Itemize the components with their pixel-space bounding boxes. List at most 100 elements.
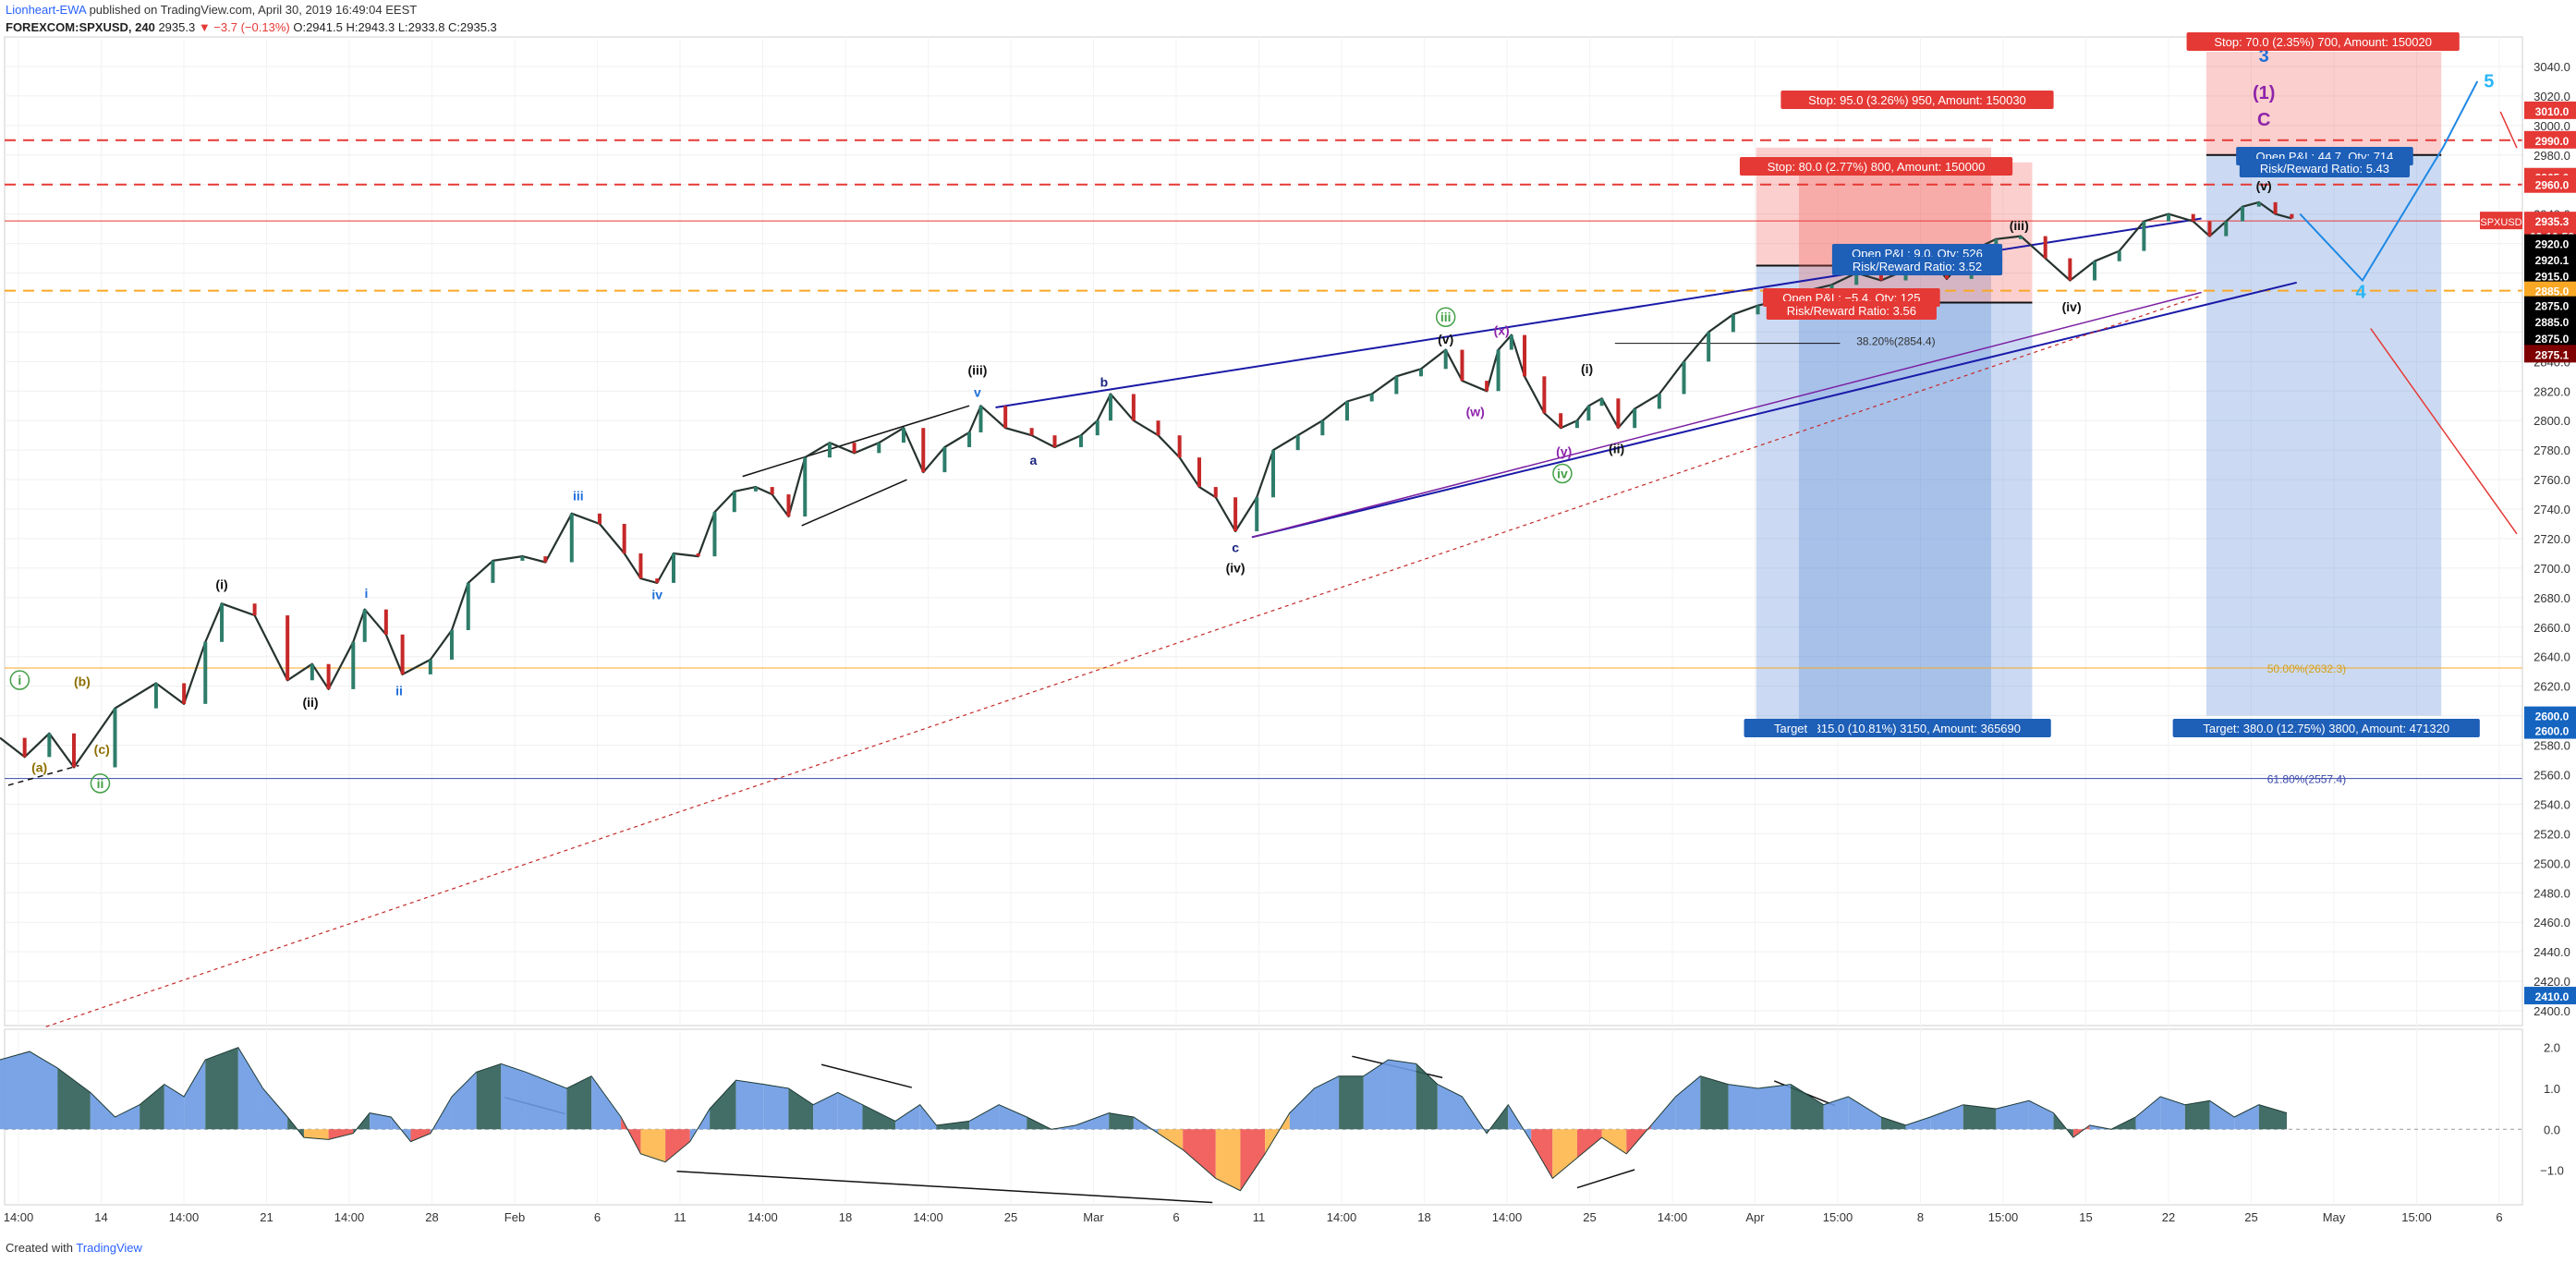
oscillator-area-57 — [1416, 1063, 1438, 1130]
y-tick-label-19: 2780.0 — [2533, 443, 2570, 457]
target-label-0: Target: 315.0 (10.81%) 3150, Amount: 365… — [1774, 722, 2021, 735]
x-tick-label-14: 6 — [1173, 1210, 1179, 1224]
price-axis-tag-bg-12 — [2524, 328, 2576, 346]
price-axis-tag-7: 2920.1 — [2535, 254, 2570, 267]
target-zone-2 — [2205, 154, 2442, 716]
oscillator-area-23 — [525, 1072, 567, 1130]
forecast-path — [2299, 80, 2479, 283]
candle-15 — [383, 609, 388, 635]
oscillator-area-80 — [2028, 1100, 2054, 1130]
candle-103 — [2256, 201, 2261, 207]
oscillator-area-63 — [1552, 1129, 1577, 1179]
x-tick-label-28: May — [2323, 1210, 2346, 1224]
wave-label-circle-0 — [9, 670, 30, 690]
oscillator-area-85 — [2135, 1096, 2161, 1130]
trend-line-5 — [801, 479, 907, 527]
published-text: published on TradingView.com, April 30, … — [89, 3, 418, 17]
x-tick-label-3: 21 — [260, 1210, 273, 1224]
wave-label-16: (iv) — [1226, 561, 1245, 576]
wave-label-7: i — [365, 586, 369, 601]
trend-line-3 — [45, 295, 2202, 1027]
symbol-tag: SPXUSD — [2480, 217, 2521, 228]
price-axis-tag-12: 2875.0 — [2535, 333, 2570, 346]
price-axis-tag-bg-9 — [2524, 281, 2576, 299]
author-link[interactable]: Lionheart-EWA — [6, 3, 86, 17]
candle-53 — [1197, 457, 1201, 488]
x-tick-label-22: 15:00 — [1823, 1210, 1853, 1224]
wave-label-22: iv — [1557, 467, 1568, 481]
oscillator-area-69 — [1700, 1075, 1729, 1130]
oscillator-area-88 — [2209, 1100, 2235, 1130]
candle-31 — [732, 491, 736, 513]
candle-16 — [400, 634, 405, 674]
candle-19 — [466, 582, 470, 630]
y-tick-label-31: 3020.0 — [2533, 90, 2570, 103]
wave-label-31: 4 — [2356, 283, 2367, 303]
candle-5 — [153, 683, 158, 709]
y-tick-label-17: 2740.0 — [2533, 503, 2570, 516]
wave-label-18: (v) — [1438, 332, 1453, 346]
oscillator-area-65 — [1601, 1129, 1627, 1154]
trend-line-15 — [2370, 328, 2518, 535]
candle-69 — [1523, 334, 1527, 377]
wave-label-1: (a) — [31, 759, 47, 774]
candle-102 — [2241, 206, 2245, 222]
wave-label-circle-4 — [90, 773, 111, 794]
wave-label-19: (x) — [1494, 323, 1510, 338]
price-axis-tag-8: 2915.0 — [2535, 271, 2570, 284]
wave-label-8: ii — [395, 683, 403, 698]
main-pane[interactable] — [4, 36, 2523, 1026]
oscillator-area-2 — [30, 1051, 58, 1130]
candle-3 — [72, 733, 77, 768]
price-axis-tag-bg-15 — [2524, 721, 2576, 739]
wave-label-27: (v) — [2256, 178, 2272, 193]
candle-21 — [520, 556, 525, 561]
candle-34 — [786, 494, 791, 517]
candle-50 — [1131, 394, 1136, 421]
wave-label-14: a — [1030, 453, 1038, 468]
y-tick-label-16: 2720.0 — [2533, 532, 2570, 546]
candle-72 — [1574, 420, 1579, 429]
target-label-2-bg — [2172, 719, 2480, 737]
oscillator-area-77 — [1930, 1104, 1963, 1130]
oscillator-area-55 — [1363, 1060, 1389, 1130]
candle-93 — [2043, 236, 2047, 259]
stop-label-0: Stop: 80.0 (2.77%) 800, Amount: 150000 — [1768, 160, 1986, 174]
x-tick-label-6: Feb — [504, 1210, 525, 1224]
oscillator-area-24 — [566, 1075, 592, 1130]
candle-47 — [1078, 435, 1083, 447]
tradingview-logo-link[interactable]: TradingView — [76, 1241, 142, 1255]
wave-label-4: ii — [97, 776, 104, 791]
y-tick-label-12: 2640.0 — [2533, 650, 2570, 664]
price-axis-tag-bg-10 — [2524, 296, 2576, 314]
oscillator-area-20 — [451, 1072, 477, 1130]
last-price: 2935.3 — [158, 20, 196, 34]
rr-label-1-bg — [1766, 301, 1937, 320]
candle-78 — [1682, 361, 1686, 395]
x-tick-label-16: 14:00 — [1327, 1210, 1357, 1224]
x-tick-label-25: 15 — [2079, 1210, 2092, 1224]
x-tick-label-9: 14:00 — [747, 1210, 778, 1224]
price-axis-tag-1: 2990.0 — [2535, 135, 2570, 148]
y-tick-label-13: 2660.0 — [2533, 621, 2570, 635]
ohlc-values: O:2941.5 H:2943.3 L:2933.8 C:2935.3 — [293, 20, 497, 34]
y-tick-label-11: 2620.0 — [2533, 680, 2570, 694]
oscillator-area-4 — [90, 1092, 115, 1130]
oscillator-area-56 — [1388, 1060, 1416, 1130]
oscillator-area-73 — [1823, 1096, 1849, 1130]
oscillator-area-17 — [391, 1117, 411, 1142]
target-label-0-bg — [1744, 719, 2051, 737]
candle-41 — [942, 446, 947, 473]
price-axis-tag-bg-0 — [2524, 101, 2576, 119]
oscillator-area-71 — [1757, 1084, 1792, 1130]
candle-100 — [2207, 221, 2212, 237]
oscillator-pane[interactable] — [4, 1028, 2523, 1206]
oscillator-line — [0, 1047, 2288, 1192]
stop-label-1: Stop: 95.0 (3.26%) 950, Amount: 150030 — [1808, 93, 2026, 107]
oscillator-area-32 — [763, 1084, 789, 1130]
target-label-2: Target: 380.0 (12.75%) 3800, Amount: 471… — [2203, 722, 2449, 735]
footer-prefix: Created with — [6, 1241, 73, 1255]
candle-11 — [310, 663, 314, 681]
price-axis-tag-13: 2875.1 — [2535, 348, 2570, 361]
